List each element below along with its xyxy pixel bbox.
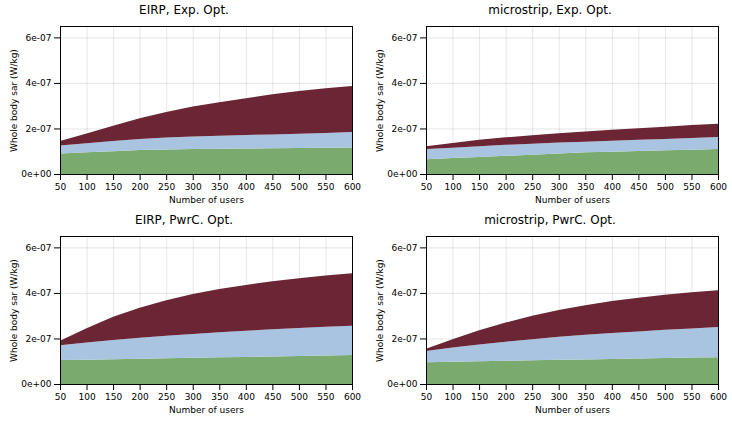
svg-text:250: 250	[158, 392, 175, 402]
svg-text:2e-07: 2e-07	[26, 334, 52, 344]
svg-text:6e-07: 6e-07	[26, 243, 52, 253]
svg-text:100: 100	[78, 182, 95, 192]
svg-text:550: 550	[317, 392, 334, 402]
svg-text:Number of users: Number of users	[535, 405, 610, 415]
svg-text:550: 550	[317, 182, 334, 192]
svg-text:350: 350	[577, 392, 594, 402]
svg-text:300: 300	[551, 182, 568, 192]
html-text:EIRP, Exp. Opt.: EIRP, Exp. Opt.	[139, 3, 229, 17]
svg-text:50: 50	[421, 392, 433, 402]
svg-text:350: 350	[577, 182, 594, 192]
svg-text:400: 400	[238, 182, 255, 192]
svg-text:2e-07: 2e-07	[26, 124, 52, 134]
svg-text:400: 400	[238, 392, 255, 402]
svg-text:6e-07: 6e-07	[26, 33, 52, 43]
svg-text:4e-07: 4e-07	[26, 78, 52, 88]
svg-text:4e-07: 4e-07	[392, 288, 418, 298]
svg-text:250: 250	[524, 392, 541, 402]
svg-text:350: 350	[211, 392, 228, 402]
html-text:microstrip, Exp. Opt.: microstrip, Exp. Opt.	[488, 3, 612, 17]
svg-text:0e+00: 0e+00	[21, 379, 52, 389]
svg-text:100: 100	[444, 182, 461, 192]
svg-text:Whole body sar (W/kg): Whole body sar (W/kg)	[375, 259, 385, 362]
svg-text:550: 550	[683, 392, 700, 402]
svg-text:600: 600	[344, 392, 361, 402]
svg-text:6e-07: 6e-07	[392, 243, 418, 253]
svg-text:4e-07: 4e-07	[392, 78, 418, 88]
html-text:microstrip, PwrC. Opt.: microstrip, PwrC. Opt.	[484, 213, 616, 227]
svg-text:250: 250	[158, 182, 175, 192]
svg-text:400: 400	[604, 182, 621, 192]
html-text:EIRP, PwrC. Opt.: EIRP, PwrC. Opt.	[135, 213, 233, 227]
svg-text:150: 150	[105, 182, 122, 192]
svg-text:Whole body sar (W/kg): Whole body sar (W/kg)	[9, 49, 19, 152]
svg-text:50: 50	[55, 182, 67, 192]
svg-text:500: 500	[657, 182, 674, 192]
svg-text:600: 600	[344, 182, 361, 192]
svg-text:250: 250	[524, 182, 541, 192]
svg-text:200: 200	[498, 392, 515, 402]
svg-text:550: 550	[683, 182, 700, 192]
svg-text:150: 150	[471, 392, 488, 402]
svg-text:300: 300	[551, 392, 568, 402]
svg-text:450: 450	[630, 182, 647, 192]
svg-text:2e-07: 2e-07	[392, 334, 418, 344]
svg-text:600: 600	[710, 392, 727, 402]
svg-text:6e-07: 6e-07	[392, 33, 418, 43]
svg-text:Number of users: Number of users	[535, 195, 610, 205]
svg-text:100: 100	[78, 392, 95, 402]
svg-text:300: 300	[185, 392, 202, 402]
svg-text:450: 450	[264, 182, 281, 192]
svg-text:Number of users: Number of users	[169, 405, 244, 415]
svg-text:300: 300	[185, 182, 202, 192]
svg-text:450: 450	[264, 392, 281, 402]
svg-text:2e-07: 2e-07	[392, 124, 418, 134]
svg-text:4e-07: 4e-07	[26, 288, 52, 298]
svg-text:Whole body sar (W/kg): Whole body sar (W/kg)	[375, 49, 385, 152]
svg-text:350: 350	[211, 182, 228, 192]
svg-text:500: 500	[657, 392, 674, 402]
svg-text:0e+00: 0e+00	[387, 379, 418, 389]
svg-text:500: 500	[291, 392, 308, 402]
svg-text:0e+00: 0e+00	[21, 169, 52, 179]
svg-text:200: 200	[132, 392, 149, 402]
svg-text:150: 150	[471, 182, 488, 192]
svg-text:200: 200	[132, 182, 149, 192]
svg-text:0e+00: 0e+00	[387, 169, 418, 179]
svg-text:50: 50	[421, 182, 433, 192]
svg-text:600: 600	[710, 182, 727, 192]
svg-text:500: 500	[291, 182, 308, 192]
svg-text:200: 200	[498, 182, 515, 192]
svg-text:400: 400	[604, 392, 621, 402]
svg-text:100: 100	[444, 392, 461, 402]
svg-text:450: 450	[630, 392, 647, 402]
svg-text:Number of users: Number of users	[169, 195, 244, 205]
svg-text:150: 150	[105, 392, 122, 402]
svg-text:50: 50	[55, 392, 67, 402]
svg-text:Whole body sar (W/kg): Whole body sar (W/kg)	[9, 259, 19, 362]
